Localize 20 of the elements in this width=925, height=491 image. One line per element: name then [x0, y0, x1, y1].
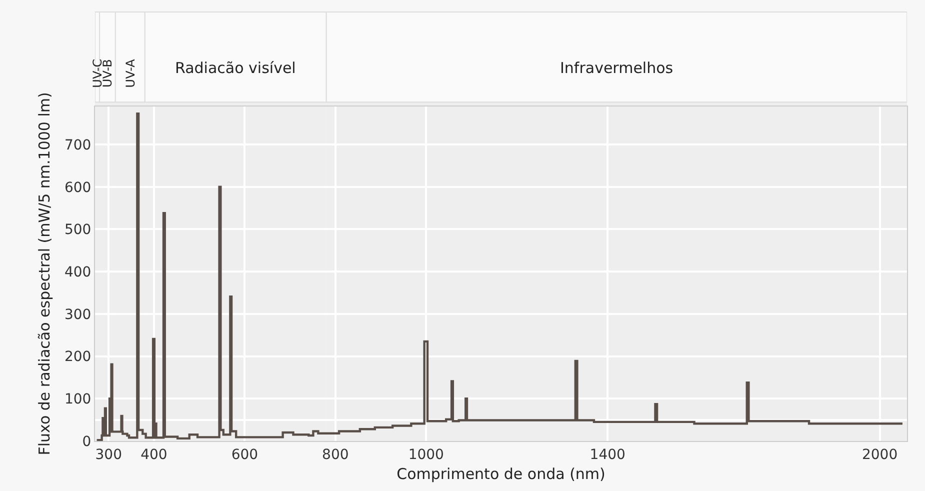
y-tick-label: 700 [64, 137, 92, 154]
y-tick-label: 200 [64, 349, 92, 366]
y-tick-label: 100 [64, 392, 92, 408]
x-tick-label: 300 [95, 446, 122, 463]
y-tick-label: 300 [64, 306, 92, 323]
y-tick-label: 600 [64, 180, 92, 196]
x-tick-label: 2000 [862, 446, 898, 463]
band-label: Infravermelhos [560, 59, 674, 77]
x-tick-label: 1000 [408, 446, 444, 463]
band-label: Radiacão visível [175, 59, 296, 77]
y-tick-label: 400 [64, 264, 92, 280]
y-axis-title: Fluxo de radiacão espectral (mW/5 nm.1000 lm) [36, 92, 54, 456]
band-label: UV-A [124, 58, 138, 88]
x-tick-label: 1400 [590, 446, 626, 463]
x-axis-title: Comprimento de onda (nm) [396, 464, 606, 483]
y-tick-label: 0 [82, 434, 92, 450]
y-tick-label: 500 [64, 222, 92, 238]
x-tick-label: 600 [231, 446, 258, 463]
x-tick-label: 800 [322, 446, 349, 463]
x-tick-label: 400 [140, 446, 168, 463]
